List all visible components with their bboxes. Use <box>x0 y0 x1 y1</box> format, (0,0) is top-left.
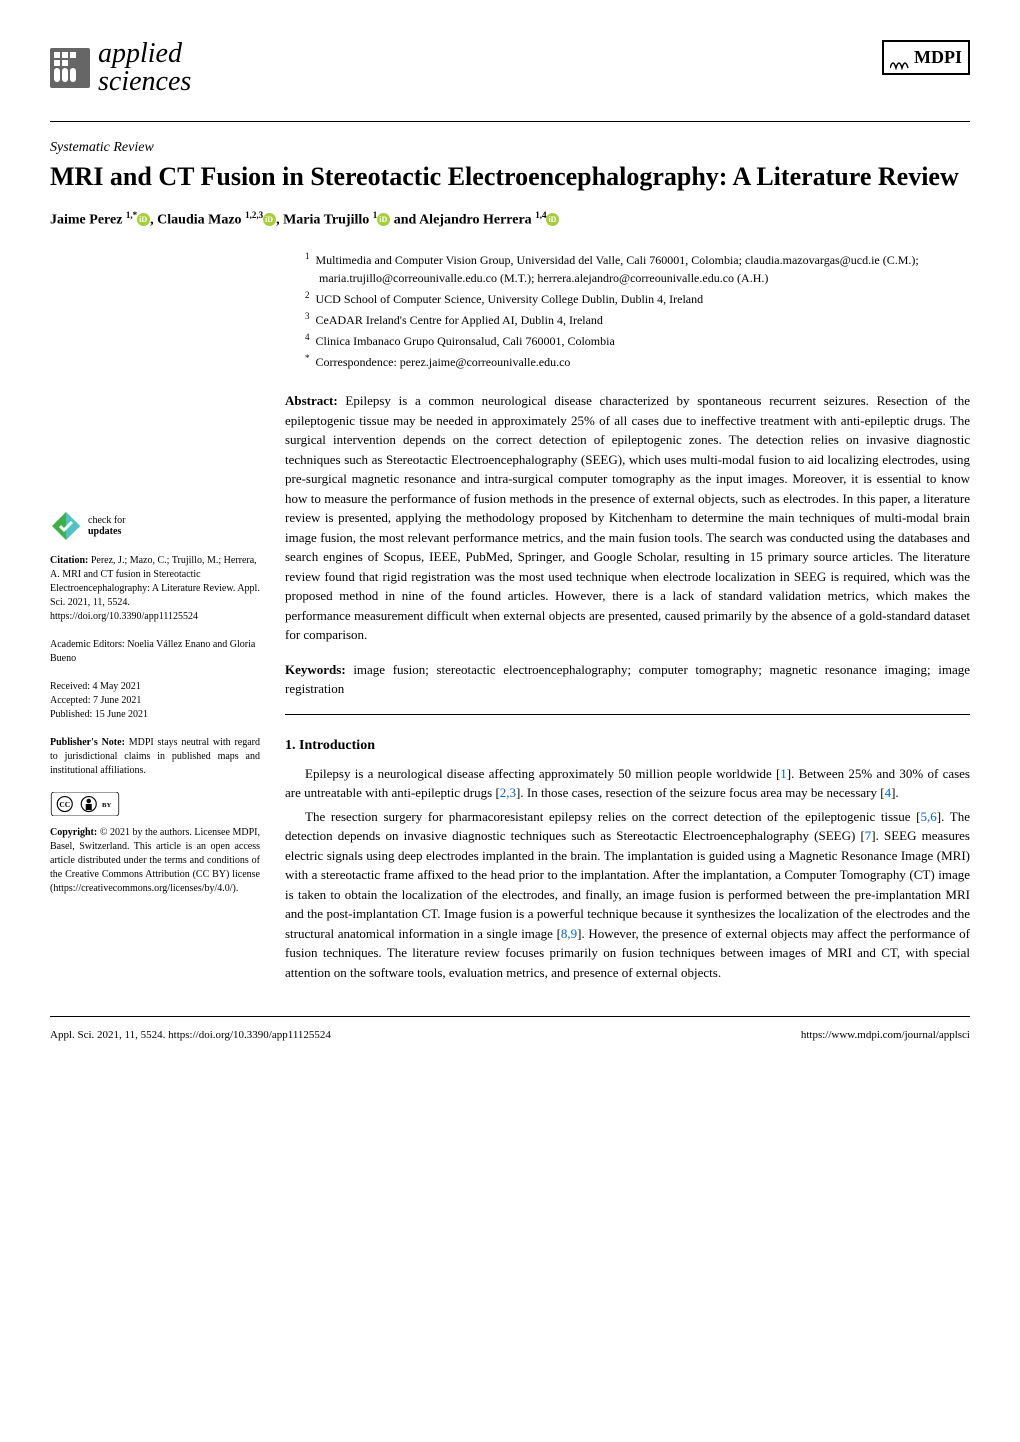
affiliation-line: 1 Multimedia and Computer Vision Group, U… <box>305 250 970 287</box>
orcid-icon[interactable] <box>546 213 559 226</box>
affiliation-num: 1 <box>305 251 310 261</box>
section-1-heading: 1. Introduction <box>285 735 970 756</box>
copyright-label: Copyright: <box>50 827 97 838</box>
keywords-label: Keywords: <box>285 662 346 677</box>
orcid-icon[interactable] <box>137 213 150 226</box>
accepted-date: Accepted: 7 June 2021 <box>50 694 260 708</box>
editors-label: Academic Editors: <box>50 639 125 650</box>
author-sup: 1,2,3 <box>245 210 263 220</box>
affiliation-line: 2 UCD School of Computer Science, Univers… <box>305 289 970 308</box>
footer-left: Appl. Sci. 2021, 11, 5524. https://doi.o… <box>50 1027 331 1044</box>
author-sup: 1,* <box>126 210 137 220</box>
affiliation-num: * <box>305 353 310 363</box>
publishers-note-block: Publisher's Note: MDPI stays neutral wit… <box>50 736 260 778</box>
footer-right: https://www.mdpi.com/journal/applsci <box>801 1027 970 1044</box>
ref-link[interactable]: 2,3 <box>500 785 516 800</box>
author-name: and Alejandro Herrera <box>390 212 535 227</box>
ref-link[interactable]: 1 <box>780 766 787 781</box>
svg-text:BY: BY <box>102 802 112 809</box>
author-name: , Maria Trujillo <box>276 212 373 227</box>
check-line2: updates <box>88 526 121 537</box>
orcid-icon[interactable] <box>263 213 276 226</box>
author-sup: 1,4 <box>535 210 546 220</box>
keywords-text: image fusion; stereotactic electroenceph… <box>285 662 970 697</box>
abstract-text: Epilepsy is a common neurological diseas… <box>285 393 970 642</box>
header-rule <box>50 121 970 122</box>
author-name: , Claudia Mazo <box>150 212 245 227</box>
mdpi-label: MDPI <box>914 44 962 71</box>
two-column-layout: check for updates Citation: Perez, J.; M… <box>50 250 970 986</box>
journal-name: appliedsciences <box>98 40 191 96</box>
footer: Appl. Sci. 2021, 11, 5524. https://doi.o… <box>50 1016 970 1044</box>
header-row: appliedsciences MDPI <box>50 40 970 96</box>
published-date: Published: 15 June 2021 <box>50 708 260 722</box>
mdpi-wave-icon <box>890 51 910 65</box>
intro-paragraph-1: Epilepsy is a neurological disease affec… <box>285 764 970 803</box>
affiliation-text: Clinica Imbanaco Grupo Quironsalud, Cali… <box>316 334 615 348</box>
abstract-block: Abstract: Epilepsy is a common neurologi… <box>285 391 970 645</box>
mdpi-logo: MDPI <box>882 40 970 75</box>
affiliation-line: 3 CeADAR Ireland's Centre for Applied AI,… <box>305 310 970 329</box>
affiliation-text: Multimedia and Computer Vision Group, Un… <box>316 253 919 285</box>
cc-by-badge: CC BY <box>50 792 260 816</box>
abstract-label: Abstract: <box>285 393 338 408</box>
affiliation-line: * Correspondence: perez.jaime@correouniva… <box>305 352 970 371</box>
author-name: Jaime Perez <box>50 212 126 227</box>
sidebar: check for updates Citation: Perez, J.; M… <box>50 250 260 986</box>
check-updates-icon <box>50 510 82 542</box>
copyright-block: Copyright: © 2021 by the authors. Licens… <box>50 826 260 896</box>
ref-link[interactable]: 4 <box>885 785 892 800</box>
keywords-block: Keywords: image fusion; stereotactic ele… <box>285 660 970 699</box>
article-type: Systematic Review <box>50 137 970 158</box>
received-date: Received: 4 May 2021 <box>50 680 260 694</box>
check-line1: check for <box>88 515 125 526</box>
citation-block: Citation: Perez, J.; Mazo, C.; Trujillo,… <box>50 554 260 624</box>
affiliation-text: UCD School of Computer Science, Universi… <box>316 292 704 306</box>
intro-paragraph-2: The resection surgery for pharmacoresist… <box>285 807 970 983</box>
affiliation-text: Correspondence: perez.jaime@correounival… <box>316 355 571 369</box>
ref-link[interactable]: 8,9 <box>561 926 577 941</box>
affiliation-line: 4 Clinica Imbanaco Grupo Quironsalud, Cal… <box>305 331 970 350</box>
editors-block: Academic Editors: Noelia Vállez Enano an… <box>50 638 260 666</box>
article-title: MRI and CT Fusion in Stereotactic Electr… <box>50 161 970 194</box>
citation-label: Citation: <box>50 555 88 566</box>
journal-logo-icon <box>50 48 90 88</box>
affiliation-num: 4 <box>305 332 310 342</box>
check-updates-text: check for updates <box>88 515 125 537</box>
check-for-updates[interactable]: check for updates <box>50 510 260 542</box>
ref-link[interactable]: 5,6 <box>921 809 937 824</box>
keywords-rule <box>285 714 970 715</box>
orcid-icon[interactable] <box>377 213 390 226</box>
svg-text:CC: CC <box>59 800 70 809</box>
ref-link[interactable]: 7 <box>865 828 872 843</box>
main-column: 1 Multimedia and Computer Vision Group, U… <box>285 250 970 986</box>
affiliation-num: 3 <box>305 311 310 321</box>
affiliation-num: 2 <box>305 290 310 300</box>
journal-logo-block: appliedsciences <box>50 40 191 96</box>
affiliation-text: CeADAR Ireland's Centre for Applied AI, … <box>316 313 603 327</box>
affiliations: 1 Multimedia and Computer Vision Group, U… <box>305 250 970 371</box>
dates-block: Received: 4 May 2021 Accepted: 7 June 20… <box>50 680 260 722</box>
note-label: Publisher's Note: <box>50 737 125 748</box>
authors-line: Jaime Perez 1,* , Claudia Mazo 1,2,3 , Mar… <box>50 209 970 231</box>
